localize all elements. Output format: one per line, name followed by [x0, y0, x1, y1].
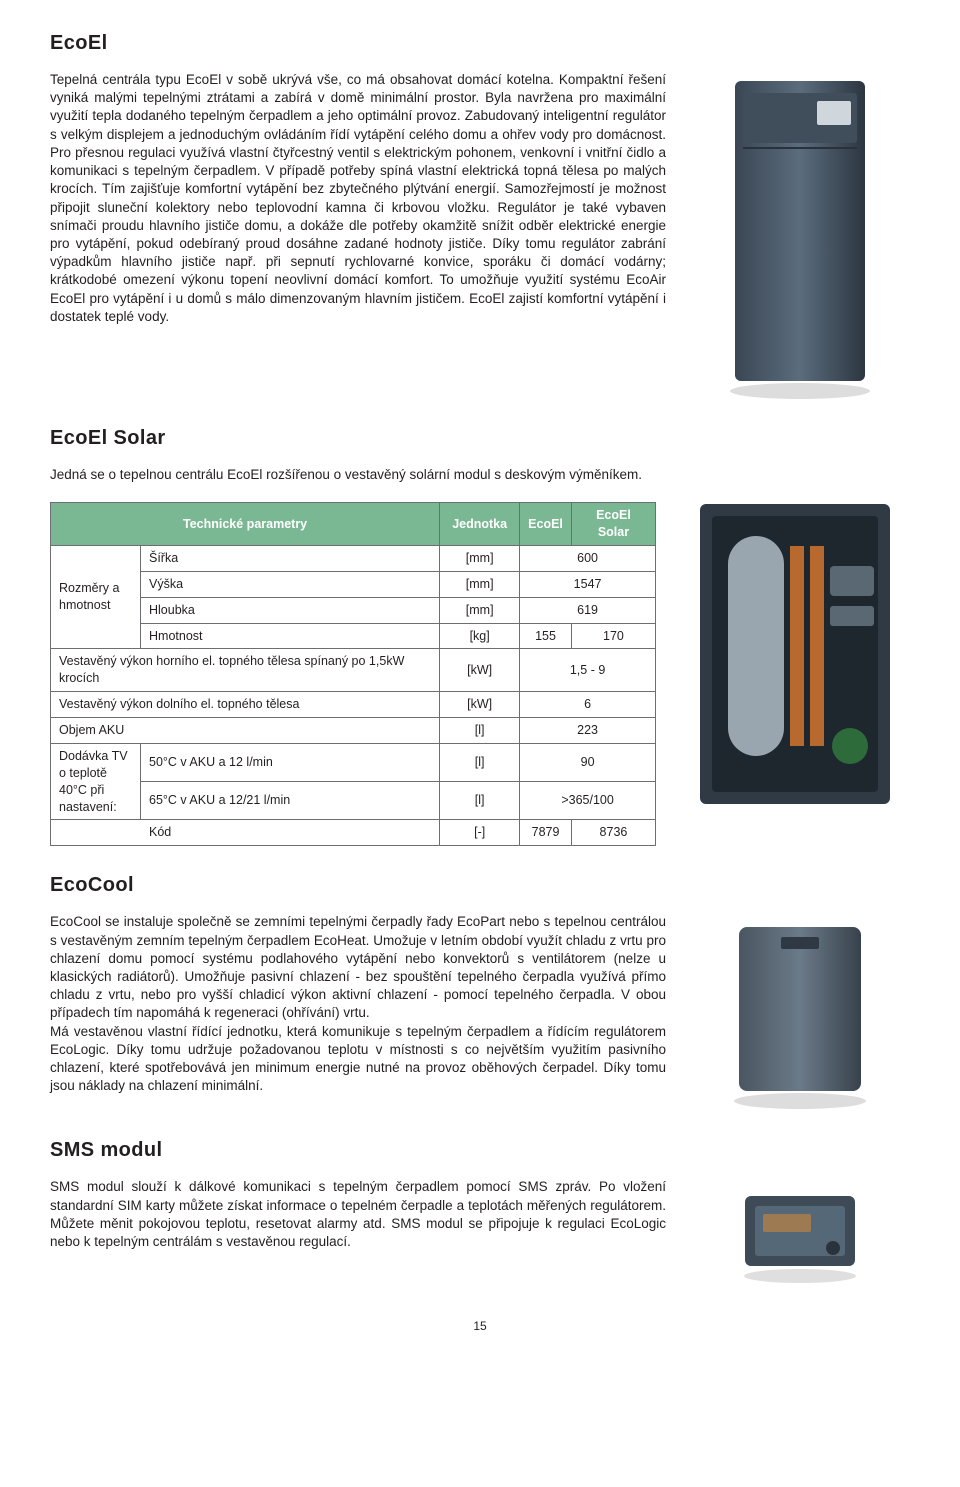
cell-val: 8736 [571, 820, 655, 846]
cell-label: Objem AKU [51, 718, 440, 744]
ecocool-text: EcoCool se instaluje společně se zemními… [50, 913, 666, 1113]
ecoel-image-col [690, 71, 910, 401]
table-row: Kód [-] 7879 8736 [51, 820, 656, 846]
spec-table: Technické parametry Jednotka EcoEl EcoEl… [50, 502, 656, 846]
cell-label: 50°C v AKU a 12 l/min [141, 743, 440, 781]
cell-unit: [-] [440, 820, 520, 846]
sms-product-image [725, 1178, 875, 1288]
cell-label: Hmotnost [141, 623, 440, 649]
cell-unit: [l] [440, 743, 520, 781]
cell-label: Šířka [141, 545, 440, 571]
table-row: Hmotnost [kg] 155 170 [51, 623, 656, 649]
ecoel-body: Tepelná centrála typu EcoEl v sobě ukrýv… [50, 71, 666, 326]
cell-val: 1,5 - 9 [520, 649, 656, 692]
cell-unit: [l] [440, 782, 520, 820]
spec-table-wrap: Technické parametry Jednotka EcoEl EcoEl… [50, 496, 656, 846]
cell-label: Vestavěný výkon dolního el. topného těle… [51, 692, 440, 718]
ecocool-product-image [715, 913, 885, 1113]
cell-label: Kód [51, 820, 440, 846]
page-number: 15 [50, 1318, 910, 1334]
cell-val: 223 [520, 718, 656, 744]
tv-group-label: Dodávka TV o teplotě 40°C při nastavení: [51, 743, 141, 820]
table-row: Výška [mm] 1547 [51, 571, 656, 597]
spec-header-row: Technické parametry Jednotka EcoEl EcoEl… [51, 503, 656, 546]
sms-row: SMS modul slouží k dálkové komunikaci s … [50, 1178, 910, 1288]
cell-unit: [kW] [440, 692, 520, 718]
ecocool-row: EcoCool se instaluje společně se zemními… [50, 913, 910, 1113]
table-row: Vestavěný výkon horního el. topného těle… [51, 649, 656, 692]
sms-body: SMS modul slouží k dálkové komunikaci s … [50, 1178, 666, 1251]
cell-val: >365/100 [520, 782, 656, 820]
cell-unit: [mm] [440, 545, 520, 571]
cell-unit: [l] [440, 718, 520, 744]
cell-label: Vestavěný výkon horního el. topného těle… [51, 649, 440, 692]
cell-val: 6 [520, 692, 656, 718]
ecoel-product-image [715, 71, 885, 401]
table-row: Objem AKU [l] 223 [51, 718, 656, 744]
ecocool-body: EcoCool se instaluje společně se zemními… [50, 913, 666, 1095]
ecoel-solar-internal-image [690, 496, 900, 816]
cell-label: Výška [141, 571, 440, 597]
ecoel-heading: EcoEl [50, 30, 910, 57]
cell-val: 7879 [520, 820, 572, 846]
cell-label: 65°C v AKU a 12/21 l/min [141, 782, 440, 820]
cell-val: 619 [520, 597, 656, 623]
cell-unit: [mm] [440, 571, 520, 597]
cell-unit: [kg] [440, 623, 520, 649]
ecoel-solar-image-col [680, 496, 910, 846]
cell-label: Hloubka [141, 597, 440, 623]
sms-text: SMS modul slouží k dálkové komunikaci s … [50, 1178, 666, 1288]
cell-val: 90 [520, 743, 656, 781]
ecoel-solar-intro: Jedná se o tepelnou centrálu EcoEl rozší… [50, 466, 910, 484]
cell-val: 600 [520, 545, 656, 571]
spec-col-params: Technické parametry [51, 503, 440, 546]
ecocool-heading: EcoCool [50, 872, 910, 899]
spec-col-unit: Jednotka [440, 503, 520, 546]
cell-unit: [kW] [440, 649, 520, 692]
ecoel-solar-heading: EcoEl Solar [50, 425, 910, 452]
sms-heading: SMS modul [50, 1137, 910, 1164]
ecoel-text: Tepelná centrála typu EcoEl v sobě ukrýv… [50, 71, 666, 401]
table-row: 65°C v AKU a 12/21 l/min [l] >365/100 [51, 782, 656, 820]
ecoel-solar-row: Technické parametry Jednotka EcoEl EcoEl… [50, 496, 910, 846]
table-row: Rozměry a hmotnost Šířka [mm] 600 [51, 545, 656, 571]
cell-val: 1547 [520, 571, 656, 597]
table-row: Vestavěný výkon dolního el. topného těle… [51, 692, 656, 718]
ecocool-image-col [690, 913, 910, 1113]
sms-image-col [690, 1178, 910, 1288]
table-row: Hloubka [mm] 619 [51, 597, 656, 623]
cell-val: 155 [520, 623, 572, 649]
cell-val: 170 [571, 623, 655, 649]
ecoel-row: Tepelná centrála typu EcoEl v sobě ukrýv… [50, 71, 910, 401]
table-row: Dodávka TV o teplotě 40°C při nastavení:… [51, 743, 656, 781]
spec-col-ecoel: EcoEl [520, 503, 572, 546]
cell-unit: [mm] [440, 597, 520, 623]
spec-col-ecoelsolar: EcoEl Solar [571, 503, 655, 546]
dims-group-label: Rozměry a hmotnost [51, 545, 141, 649]
